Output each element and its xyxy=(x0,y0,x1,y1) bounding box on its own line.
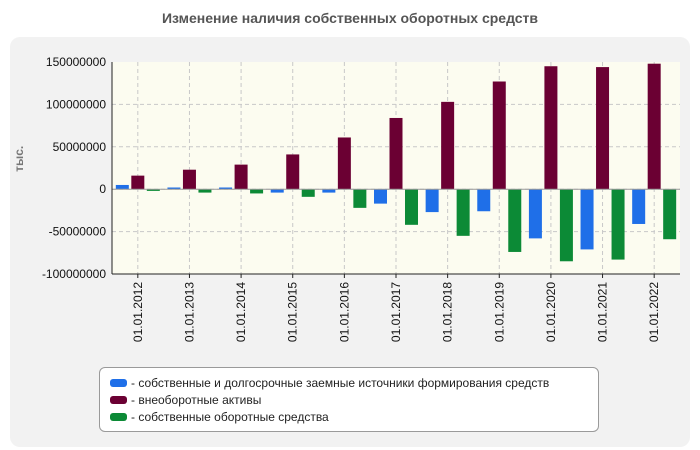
bar-series-2 xyxy=(337,137,351,190)
legend-label: - собственные оборотные средства xyxy=(131,409,329,424)
legend-item: - собственные и долгосрочные заемные ист… xyxy=(110,374,598,391)
legend-swatch xyxy=(110,412,127,421)
x-tick-label: 01.01.2014 xyxy=(234,282,248,342)
chart-legend: - собственные и долгосрочные заемные ист… xyxy=(99,367,599,432)
bar-series-1 xyxy=(270,189,284,193)
bar-series-3 xyxy=(559,189,573,262)
legend-label: - внеоборотные активы xyxy=(131,392,262,407)
y-tick-label: -50000000 xyxy=(49,225,107,239)
x-tick-label: 01.01.2019 xyxy=(492,282,506,342)
chart-title: Изменение наличия собственных оборотных … xyxy=(161,10,539,26)
y-tick-label: 50000000 xyxy=(53,140,107,154)
bar-series-3 xyxy=(146,189,160,191)
bar-series-2 xyxy=(492,81,506,190)
bar-series-2 xyxy=(441,101,455,190)
bar-series-1 xyxy=(477,189,491,212)
bar-series-3 xyxy=(405,189,418,225)
bar-series-3 xyxy=(456,189,470,236)
x-tick-label: 01.01.2018 xyxy=(441,282,455,342)
bar-series-2 xyxy=(131,175,145,190)
legend-swatch xyxy=(110,395,127,404)
y-axis-label: тыс. xyxy=(12,146,26,172)
bar-series-3 xyxy=(301,189,315,197)
y-tick-label: 100000000 xyxy=(46,97,106,111)
bar-series-1 xyxy=(219,187,233,190)
legend-item: - собственные оборотные средства xyxy=(110,408,598,425)
bar-series-1 xyxy=(632,189,646,224)
bar-series-2 xyxy=(182,169,196,190)
bar-series-2 xyxy=(596,67,610,190)
x-tick-label: 01.01.2013 xyxy=(182,282,196,342)
bar-series-3 xyxy=(250,189,264,194)
legend-swatch xyxy=(110,378,127,387)
bar-series-1 xyxy=(580,189,594,250)
bar-series-1 xyxy=(322,189,336,193)
bar-series-3 xyxy=(198,189,212,193)
bar-series-3 xyxy=(611,189,625,260)
legend-item: - внеоборотные активы xyxy=(110,391,598,408)
x-tick-label: 01.01.2022 xyxy=(647,282,661,342)
bar-series-1 xyxy=(425,189,439,213)
y-tick-label: 0 xyxy=(99,182,106,196)
bar-series-1 xyxy=(528,189,542,239)
bar-series-1 xyxy=(374,189,387,204)
bar-series-2 xyxy=(389,117,403,190)
legend-label: - собственные и долгосрочные заемные ист… xyxy=(131,375,550,390)
bar-series-1 xyxy=(115,184,129,190)
x-tick-label: 01.01.2020 xyxy=(544,282,558,342)
y-tick-label: 150000000 xyxy=(46,55,106,69)
x-tick-label: 01.01.2012 xyxy=(131,282,145,342)
bar-series-2 xyxy=(647,63,661,190)
bar-series-3 xyxy=(663,189,677,240)
y-tick-label: -100000000 xyxy=(42,267,106,281)
bar-series-1 xyxy=(167,187,181,190)
x-tick-label: 01.01.2016 xyxy=(337,282,351,342)
x-tick-label: 01.01.2021 xyxy=(596,282,610,342)
x-tick-label: 01.01.2017 xyxy=(389,282,403,342)
bar-series-2 xyxy=(544,66,558,190)
bar-series-2 xyxy=(286,154,300,190)
bar-series-3 xyxy=(508,189,522,252)
bar-series-3 xyxy=(353,189,367,208)
x-tick-label: 01.01.2015 xyxy=(286,282,300,342)
bar-series-2 xyxy=(234,164,248,190)
